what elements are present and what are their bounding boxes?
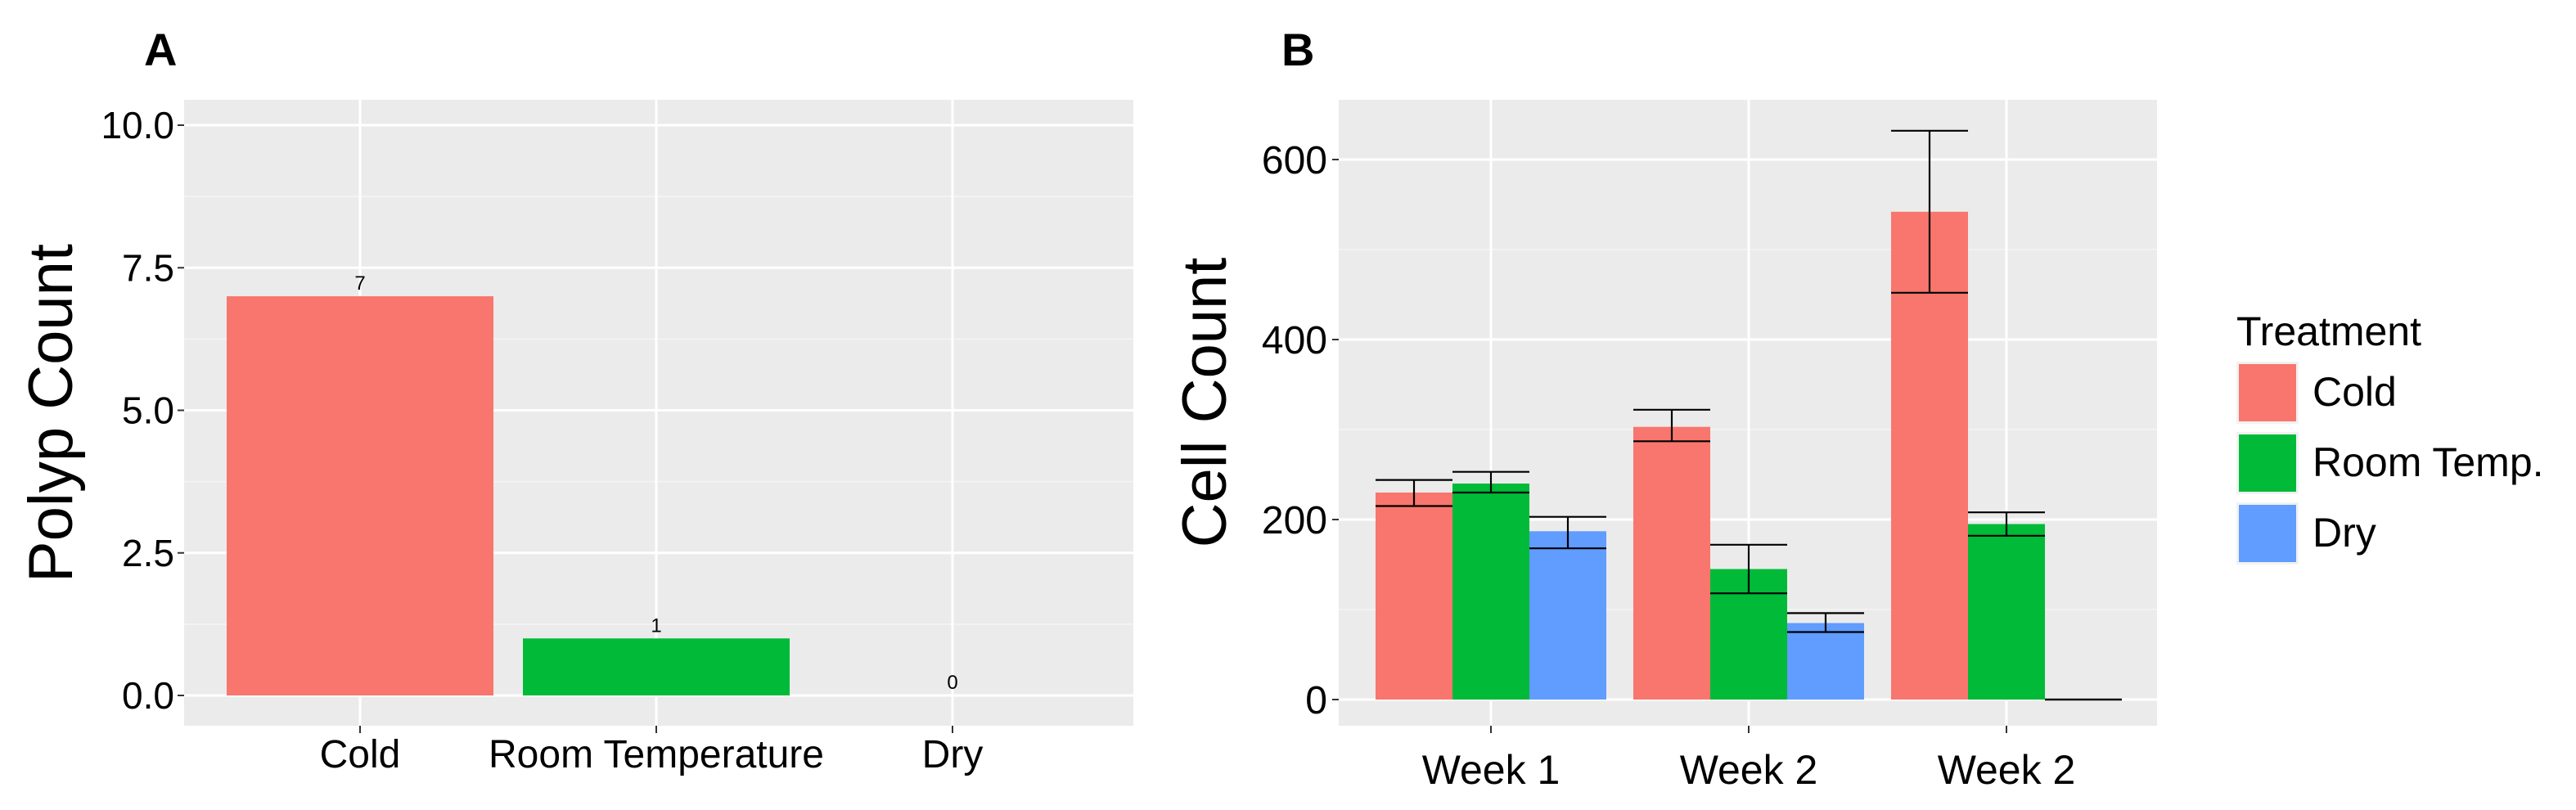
legend-swatch bbox=[2239, 505, 2296, 562]
panel-a-bar bbox=[523, 638, 790, 695]
panel-a-data-labels: 7 1 0 bbox=[354, 272, 957, 694]
legend-entry-label: Cold bbox=[2313, 369, 2397, 415]
panel-b-bar bbox=[1376, 493, 1452, 700]
panel-a-x-tick-label: Dry bbox=[922, 733, 984, 776]
legend-entry-label: Room Temp. bbox=[2313, 439, 2544, 485]
panel-b-y-tick-label: 200 bbox=[1262, 499, 1327, 542]
panel-b-error-bars bbox=[1376, 129, 2122, 701]
panel-b-x-tick-label: Week 2 bbox=[1938, 747, 2076, 793]
panel-a-data-label: 0 bbox=[947, 672, 957, 694]
panel-a-y-tick-label: 2.5 bbox=[122, 532, 174, 574]
panel-a-bars bbox=[227, 296, 790, 695]
panel-a-data-label: 7 bbox=[354, 272, 365, 295]
legend-swatch bbox=[2239, 364, 2296, 421]
panel-a-x-tick-label: Cold bbox=[320, 733, 401, 776]
panel-b-y-tick-label: 400 bbox=[1262, 319, 1327, 362]
panel-a-y-axis: 0.0 2.5 5.0 7.5 10.0 bbox=[101, 104, 184, 717]
panel-b-bar bbox=[1529, 531, 1606, 700]
panel-b-bar bbox=[1787, 623, 1864, 700]
panel-b-y-axis: 0 200 400 600 bbox=[1262, 139, 1339, 722]
panel-a-y-axis-title: Polyp Count bbox=[16, 244, 86, 583]
panel-a-y-tick-label: 0.0 bbox=[122, 674, 174, 717]
panel-b-x-tick-label: Week 2 bbox=[1680, 747, 1818, 793]
panel-b-bar bbox=[1968, 524, 2045, 700]
panel-a-bar bbox=[227, 296, 493, 695]
panel-a-x-axis: Cold Room Temperature Dry bbox=[320, 726, 984, 776]
legend-title: Treatment bbox=[2236, 308, 2421, 354]
panel-a-x-tick-label: Room Temperature bbox=[489, 733, 824, 776]
panel-a-label: A bbox=[144, 24, 177, 75]
panel-b-y-axis-title: Cell Count bbox=[1170, 258, 1240, 548]
panel-b-y-tick-label: 0 bbox=[1305, 679, 1327, 722]
panel-a-y-tick-label: 10.0 bbox=[101, 104, 174, 146]
panel-b-label: B bbox=[1281, 24, 1314, 75]
legend-entry-label: Dry bbox=[2313, 510, 2376, 556]
panel-b-y-tick-label: 600 bbox=[1262, 139, 1327, 182]
panel-a-y-tick-label: 7.5 bbox=[122, 246, 174, 289]
panel-b-bar bbox=[1633, 426, 1710, 700]
panel-b-bar bbox=[1452, 484, 1529, 700]
panel-b-x-axis: Week 1 Week 2 Week 2 bbox=[1422, 726, 2076, 793]
panel-b: B 0 200 400 600 Week 1 Week 2 Week 2 Cell Cou… bbox=[1170, 24, 2157, 793]
panel-a-data-label: 1 bbox=[651, 614, 661, 637]
panel-a-y-tick-label: 5.0 bbox=[122, 389, 174, 432]
legend-swatch bbox=[2239, 434, 2296, 492]
legend: Treatment Cold Room Temp. Dry bbox=[2236, 308, 2544, 565]
panel-a: A 7 1 0 0.0 2.5 5.0 7.5 10.0 Cold Room Temperat… bbox=[16, 24, 1133, 776]
panel-b-x-tick-label: Week 1 bbox=[1422, 747, 1560, 793]
